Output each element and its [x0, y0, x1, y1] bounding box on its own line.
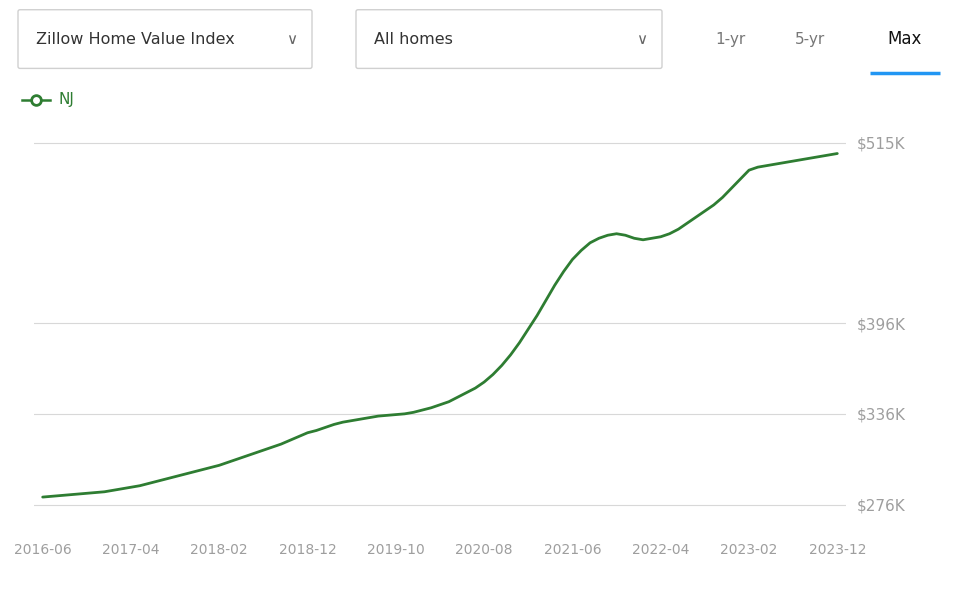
Text: 1-yr: 1-yr: [715, 32, 746, 46]
FancyBboxPatch shape: [356, 10, 662, 69]
Text: Max: Max: [888, 30, 923, 48]
Text: Zillow Home Value Index: Zillow Home Value Index: [36, 32, 235, 46]
FancyBboxPatch shape: [18, 10, 312, 69]
Text: 5-yr: 5-yr: [795, 32, 825, 46]
Text: NJ: NJ: [58, 92, 73, 107]
Text: ∨: ∨: [636, 32, 648, 46]
Text: ∨: ∨: [286, 32, 298, 46]
Text: All homes: All homes: [374, 32, 453, 46]
